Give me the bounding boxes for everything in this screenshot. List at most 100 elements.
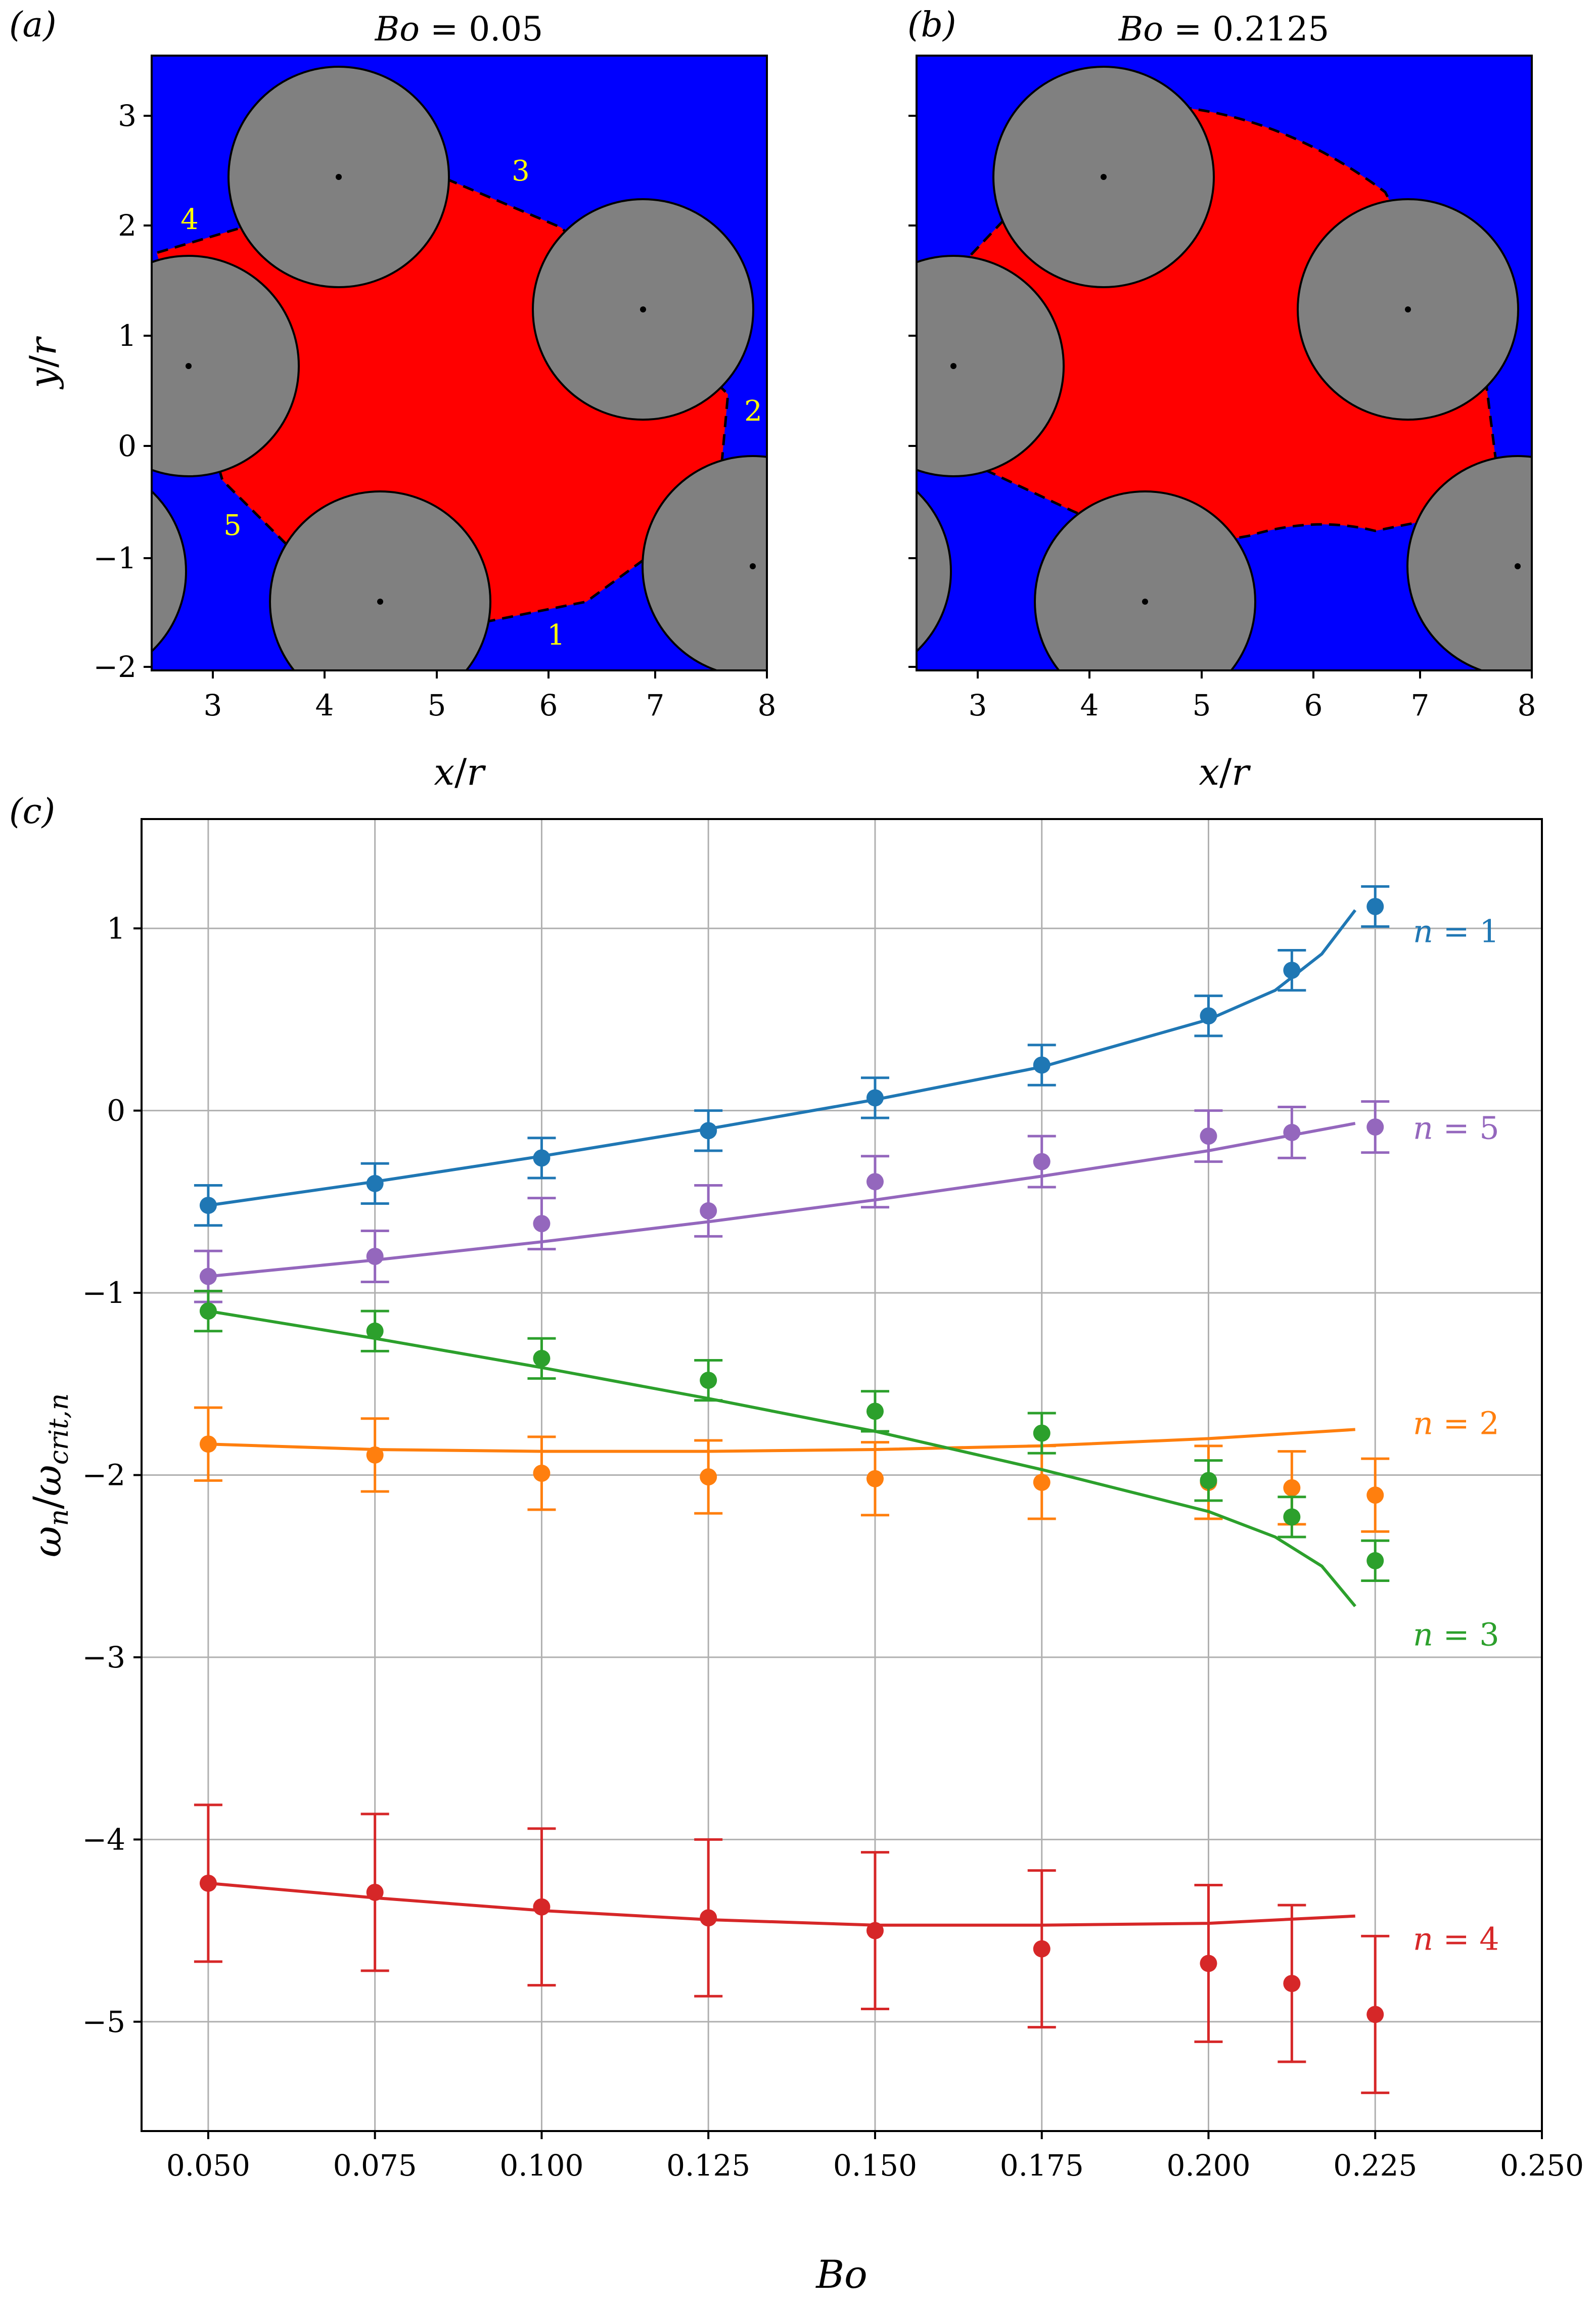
x-tick-label: 0.075 bbox=[333, 2148, 417, 2183]
interface-label-2: 2 bbox=[744, 395, 762, 428]
panel-a-label: (a) bbox=[9, 5, 57, 45]
grain-center bbox=[1515, 563, 1521, 569]
panel-b-x-tick-label: 7 bbox=[1411, 688, 1430, 722]
y-tick-label: 0 bbox=[107, 1094, 125, 1128]
data-point bbox=[1200, 1472, 1217, 1489]
data-point bbox=[866, 1922, 884, 1939]
fit-line bbox=[208, 1428, 1355, 1453]
data-point bbox=[1366, 898, 1384, 915]
data-point bbox=[199, 1435, 217, 1453]
panel-b-title: Bo = 0.2125 bbox=[1118, 10, 1329, 49]
panel-b-x-tick-label: 8 bbox=[1518, 688, 1536, 722]
data-point bbox=[366, 1446, 384, 1464]
panel-a-title-var: Bo bbox=[375, 10, 420, 49]
interface-label-4: 4 bbox=[180, 203, 199, 236]
ylabel-sub-crit: crit,n bbox=[44, 1393, 74, 1465]
data-point bbox=[366, 1322, 384, 1340]
panel-b-y-ticks bbox=[908, 115, 917, 668]
data-point bbox=[366, 1174, 384, 1192]
data-point bbox=[1200, 1127, 1217, 1145]
panel-b-x-tick-label: 4 bbox=[1080, 688, 1099, 722]
x-tick-label: 0.200 bbox=[1166, 2148, 1250, 2183]
data-point bbox=[1366, 1552, 1384, 1569]
panel-c-grid bbox=[142, 819, 1543, 2131]
panel-a-y-tick-label: −2 bbox=[94, 650, 137, 684]
grain-center bbox=[750, 563, 756, 569]
panel-b-title-value: = 0.2125 bbox=[1163, 10, 1329, 49]
panel-a-y-tick-label: −1 bbox=[94, 541, 137, 575]
series-label-value: = 5 bbox=[1433, 1110, 1499, 1147]
series-n1 bbox=[194, 885, 1390, 1227]
data-point bbox=[1033, 1940, 1051, 1958]
panel-b-frame bbox=[916, 55, 1533, 671]
x-tick-label: 0.125 bbox=[666, 2148, 750, 2183]
y-tick-label: 1 bbox=[107, 911, 125, 945]
data-point bbox=[199, 1268, 217, 1285]
data-point bbox=[1033, 1424, 1051, 1442]
series-label-value: = 4 bbox=[1433, 1921, 1499, 1958]
grain-center bbox=[1405, 306, 1411, 312]
panel-a-y-ticks bbox=[144, 115, 152, 668]
y-tick-label: −2 bbox=[82, 1458, 126, 1492]
series-label: n = 5 bbox=[1413, 1110, 1499, 1147]
grain bbox=[152, 255, 300, 477]
interface-label-1: 1 bbox=[547, 619, 565, 652]
panel-c-plot bbox=[194, 885, 1390, 2094]
panel-c-series-labels: n = 1n = 5n = 2n = 3n = 4 bbox=[1413, 913, 1499, 1957]
series-label: n = 1 bbox=[1413, 913, 1499, 949]
data-point bbox=[1033, 1153, 1051, 1170]
series-n5 bbox=[194, 1100, 1390, 1303]
panel-c-ticks: 0.050 0.075 0.100 0.125 0.150 0.175 0.200 0.225… bbox=[82, 911, 1584, 2183]
panel-a-y-tick-label: 0 bbox=[118, 429, 136, 463]
data-point bbox=[1283, 1975, 1301, 1993]
panel-a-x-tick-label: 3 bbox=[204, 688, 222, 722]
data-point bbox=[866, 1470, 884, 1487]
data-point bbox=[533, 1898, 551, 1916]
grain bbox=[642, 455, 767, 670]
data-point bbox=[866, 1403, 884, 1420]
panel-c-x-axis-label: Bo bbox=[815, 2252, 868, 2297]
grain-center bbox=[377, 599, 383, 605]
fit-line bbox=[208, 1881, 1355, 1927]
series-label-value: = 3 bbox=[1433, 1616, 1499, 1653]
series-n2 bbox=[194, 1406, 1390, 1533]
data-point bbox=[700, 1202, 717, 1219]
series-n3 bbox=[194, 1289, 1390, 1607]
data-point bbox=[366, 1883, 384, 1901]
data-point bbox=[1033, 1473, 1051, 1491]
fit-line bbox=[208, 1121, 1356, 1278]
series-label-value: = 1 bbox=[1433, 913, 1499, 949]
grain-center bbox=[336, 174, 342, 180]
panel-a-x-ticks bbox=[212, 670, 768, 678]
panel-a-y-axis-label: y/r bbox=[22, 336, 64, 390]
panel-a-y-tick-label: 3 bbox=[118, 99, 136, 133]
series-label-var: n bbox=[1413, 1616, 1433, 1653]
interface-label-5: 5 bbox=[223, 509, 242, 542]
series-label-var: n bbox=[1413, 1921, 1433, 1958]
grain-center bbox=[1101, 174, 1107, 180]
panel-b-title-var: Bo bbox=[1118, 10, 1163, 49]
grain bbox=[1406, 455, 1532, 670]
data-point bbox=[199, 1302, 217, 1320]
data-point bbox=[1283, 1123, 1301, 1141]
series-label: n = 4 bbox=[1413, 1921, 1499, 1958]
grain-center bbox=[950, 363, 956, 369]
ylabel-slash: / bbox=[25, 1496, 70, 1509]
series-label-var: n bbox=[1413, 1110, 1433, 1147]
interface-label-3: 3 bbox=[512, 155, 530, 188]
panel-a-x-tick-label: 7 bbox=[646, 688, 665, 722]
ylabel-sub-n: n bbox=[44, 1509, 74, 1526]
data-point bbox=[1283, 962, 1301, 979]
panel-a-y-tick-label: 2 bbox=[118, 208, 136, 243]
data-point bbox=[1366, 1486, 1384, 1504]
data-point bbox=[533, 1215, 551, 1233]
data-point bbox=[533, 1464, 551, 1482]
grain bbox=[917, 255, 1065, 477]
data-point bbox=[1366, 1118, 1384, 1136]
data-point bbox=[533, 1349, 551, 1367]
data-point bbox=[366, 1248, 384, 1265]
grain-center bbox=[186, 363, 192, 369]
panel-b-x-tick-label: 6 bbox=[1304, 688, 1323, 722]
grain bbox=[152, 490, 187, 653]
